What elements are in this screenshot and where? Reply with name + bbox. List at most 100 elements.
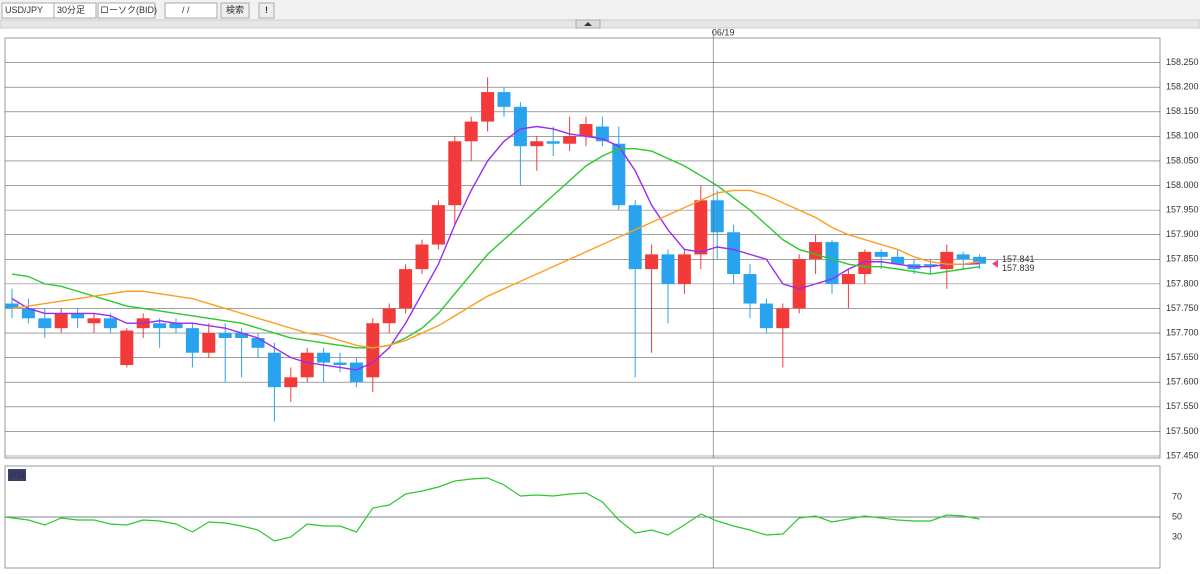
candle-body bbox=[185, 328, 199, 353]
main-panel bbox=[4, 37, 1161, 459]
candle-body bbox=[628, 205, 642, 270]
candle-body bbox=[317, 352, 331, 363]
candle-body bbox=[21, 308, 35, 319]
candle-body bbox=[120, 330, 134, 366]
candle-body bbox=[661, 254, 675, 284]
candle-body bbox=[497, 92, 511, 107]
y-tick-label: 157.450 bbox=[1166, 450, 1199, 460]
candle-body bbox=[448, 141, 462, 206]
price-label: 157.839 bbox=[1002, 263, 1035, 273]
y-tick-label: 157.900 bbox=[1166, 229, 1199, 239]
y-tick-label: 158.050 bbox=[1166, 155, 1199, 165]
candle-body bbox=[710, 200, 724, 233]
candle-body bbox=[218, 333, 232, 338]
candle-body bbox=[415, 244, 429, 270]
rsi-line bbox=[4, 477, 980, 542]
candle-body bbox=[71, 313, 85, 319]
y-tick-label: 70 bbox=[1172, 491, 1182, 501]
candle-body bbox=[595, 126, 609, 142]
candle-body bbox=[563, 136, 577, 144]
y-tick-label: 157.550 bbox=[1166, 401, 1199, 411]
candle-body bbox=[202, 333, 216, 353]
candle-body bbox=[841, 274, 855, 284]
candle-body bbox=[727, 232, 741, 275]
candle-body bbox=[956, 254, 970, 260]
rsi-badge bbox=[8, 469, 26, 481]
y-tick-label: 157.700 bbox=[1166, 327, 1199, 337]
rsi-title: RSI bbox=[10, 470, 25, 480]
y-tick-label: 157.750 bbox=[1166, 303, 1199, 313]
search-text: 検索 bbox=[226, 4, 244, 15]
date-placeholder: / / bbox=[182, 5, 190, 15]
candle-body bbox=[103, 318, 117, 329]
candle-body bbox=[366, 323, 380, 378]
y-tick-label: 157.950 bbox=[1166, 204, 1199, 214]
interval-text: 30分足 bbox=[57, 5, 85, 15]
y-tick-label: 158.000 bbox=[1166, 180, 1199, 190]
candle-body bbox=[776, 308, 790, 329]
candle-body bbox=[579, 124, 593, 137]
candle-body bbox=[153, 323, 167, 329]
y-tick-label: 158.250 bbox=[1166, 57, 1199, 67]
candle-body bbox=[300, 352, 314, 378]
candle-body bbox=[38, 318, 52, 329]
date-input[interactable] bbox=[164, 2, 218, 19]
y-tick-label: 157.650 bbox=[1166, 352, 1199, 362]
candle-body bbox=[349, 362, 363, 383]
candle-body bbox=[284, 377, 298, 388]
candle-body bbox=[464, 121, 478, 142]
candle-body bbox=[235, 333, 249, 338]
price-label: 157.841 bbox=[1002, 254, 1035, 264]
plot-area bbox=[5, 62, 1160, 457]
candle-body bbox=[382, 308, 396, 324]
candle-body bbox=[973, 256, 987, 264]
y-tick-label: 157.850 bbox=[1166, 254, 1199, 264]
style-text: ローソク(BID) bbox=[100, 5, 157, 15]
y-tick-label: 158.200 bbox=[1166, 82, 1199, 92]
info-button[interactable] bbox=[258, 2, 275, 19]
candle-body bbox=[694, 200, 708, 255]
candle-body bbox=[891, 256, 905, 265]
interval-select[interactable] bbox=[53, 2, 97, 19]
candle-body bbox=[87, 318, 101, 324]
candle-body bbox=[809, 242, 823, 260]
candle-body bbox=[645, 254, 659, 270]
y-tick-label: 157.500 bbox=[1166, 426, 1199, 436]
candle-body bbox=[743, 274, 757, 304]
y-tick-label: 158.150 bbox=[1166, 106, 1199, 116]
candle-body bbox=[54, 313, 68, 329]
candle-body bbox=[677, 254, 691, 284]
moving-average bbox=[11, 147, 980, 349]
moving-average bbox=[11, 125, 980, 371]
candle-body bbox=[251, 337, 265, 348]
moving-average bbox=[11, 189, 980, 349]
price-marker bbox=[992, 259, 998, 268]
collapse-arrow bbox=[584, 22, 592, 26]
candle-body bbox=[874, 251, 888, 257]
y-tick-label: 157.800 bbox=[1166, 278, 1199, 288]
y-tick-label: 50 bbox=[1172, 511, 1182, 521]
candle-body bbox=[530, 141, 544, 147]
toolbar bbox=[0, 0, 1200, 22]
candle-body bbox=[5, 303, 19, 309]
candle-body bbox=[399, 269, 413, 309]
candle-body bbox=[481, 92, 495, 122]
candle-body bbox=[858, 251, 872, 275]
pair-text: USD/JPY bbox=[5, 5, 43, 15]
candle-body bbox=[923, 264, 937, 267]
y-tick-label: 158.100 bbox=[1166, 131, 1199, 141]
candle-body bbox=[759, 303, 773, 329]
candle-body bbox=[940, 251, 954, 270]
candle-body bbox=[513, 106, 527, 147]
y-tick-label: 157.600 bbox=[1166, 377, 1199, 387]
candle-body bbox=[333, 362, 347, 366]
candle-body bbox=[169, 323, 183, 329]
search-button[interactable] bbox=[220, 2, 250, 19]
candle-body bbox=[431, 205, 445, 245]
style-select[interactable] bbox=[97, 2, 156, 19]
candle-body bbox=[267, 352, 281, 388]
candle-body bbox=[546, 141, 560, 144]
info-icon: ! bbox=[265, 5, 268, 15]
x-tick-label: 06/19 bbox=[712, 27, 735, 37]
